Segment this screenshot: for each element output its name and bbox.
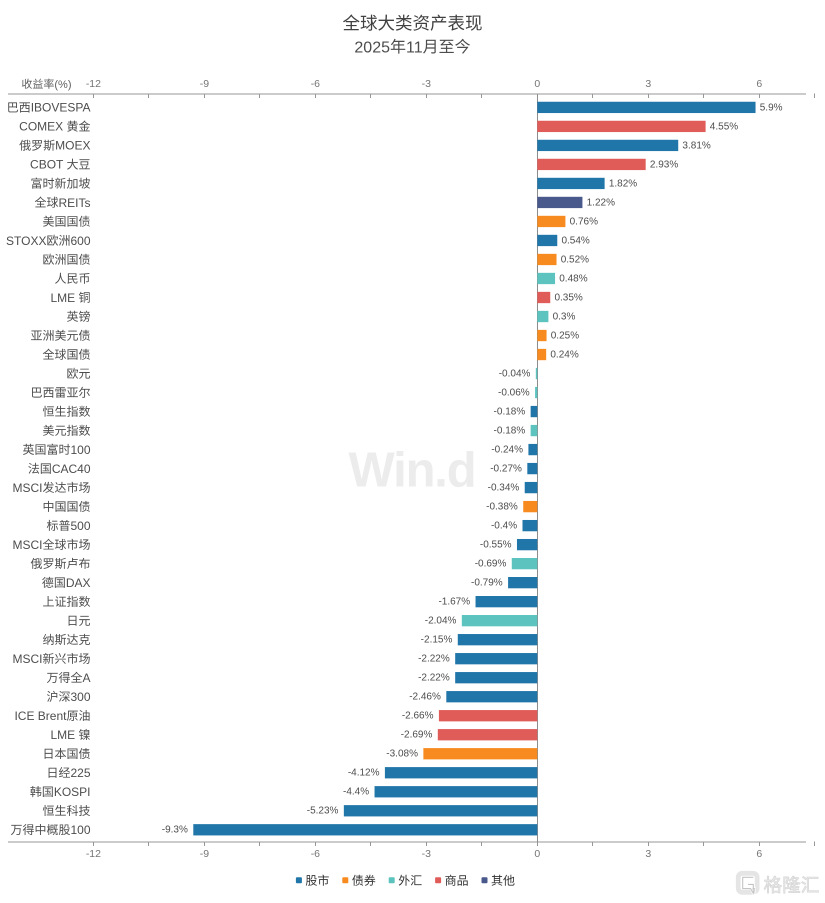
svg-text:500: 500 — [70, 519, 90, 533]
svg-text:Win.d: Win.d — [349, 443, 476, 497]
svg-text:CAC40: CAC40 — [52, 462, 91, 476]
svg-text:0.24%: 0.24% — [550, 349, 578, 360]
svg-text:-0.04%: -0.04% — [499, 368, 531, 379]
svg-text:-4.4%: -4.4% — [343, 787, 369, 798]
svg-text:4.55%: 4.55% — [710, 121, 738, 132]
svg-text:-6: -6 — [311, 78, 320, 90]
svg-text:-2.66%: -2.66% — [402, 711, 434, 722]
svg-text:-2.22%: -2.22% — [418, 654, 450, 665]
svg-text:11: 11 — [406, 39, 423, 56]
svg-text:MSCI: MSCI — [13, 652, 43, 666]
svg-text:-0.18%: -0.18% — [494, 406, 526, 417]
svg-text:2.93%: 2.93% — [650, 159, 678, 170]
svg-text:-3: -3 — [422, 78, 431, 90]
svg-text:CBOT: CBOT — [30, 158, 67, 172]
svg-text:0.54%: 0.54% — [561, 235, 589, 246]
svg-text:-9: -9 — [200, 848, 209, 860]
svg-text:-0.27%: -0.27% — [490, 463, 522, 474]
svg-text:-3: -3 — [422, 848, 431, 860]
svg-text:-5.23%: -5.23% — [307, 806, 339, 817]
svg-text:MSCI: MSCI — [13, 481, 43, 495]
svg-text:-0.69%: -0.69% — [475, 559, 507, 570]
svg-text:100: 100 — [70, 823, 90, 837]
svg-text:0.76%: 0.76% — [570, 216, 598, 227]
svg-text:0.3%: 0.3% — [553, 311, 576, 322]
svg-text:MSCI: MSCI — [13, 538, 43, 552]
svg-text:-0.55%: -0.55% — [480, 540, 512, 551]
svg-text:REITs: REITs — [59, 196, 91, 210]
svg-text:-1.67%: -1.67% — [438, 597, 470, 608]
svg-text:-2.69%: -2.69% — [401, 730, 433, 741]
svg-text:3: 3 — [645, 848, 651, 860]
svg-text:3.81%: 3.81% — [682, 140, 710, 151]
svg-text:1.82%: 1.82% — [609, 178, 637, 189]
svg-text:600: 600 — [70, 234, 90, 248]
svg-text:1.22%: 1.22% — [587, 197, 615, 208]
svg-text:300: 300 — [70, 690, 90, 704]
svg-text:LME: LME — [50, 291, 78, 305]
svg-text:A: A — [83, 671, 91, 685]
svg-text:COMEX: COMEX — [19, 120, 66, 134]
svg-text:5.9%: 5.9% — [760, 102, 783, 113]
svg-text:-0.06%: -0.06% — [498, 387, 530, 398]
svg-text:-2.46%: -2.46% — [409, 692, 441, 703]
svg-text:0.35%: 0.35% — [554, 292, 582, 303]
svg-text:-3.08%: -3.08% — [386, 749, 418, 760]
svg-text:-0.34%: -0.34% — [488, 483, 520, 494]
svg-text:-2.22%: -2.22% — [418, 673, 450, 684]
svg-text:-12: -12 — [86, 78, 101, 90]
svg-text:6: 6 — [756, 848, 762, 860]
svg-text:-0.4%: -0.4% — [491, 521, 517, 532]
svg-text:LME: LME — [50, 728, 78, 742]
svg-text:-9: -9 — [200, 78, 209, 90]
svg-text:IBOVESPA: IBOVESPA — [31, 101, 91, 115]
svg-text:(%): (%) — [54, 79, 71, 91]
svg-text:0: 0 — [534, 848, 540, 860]
svg-text:0.48%: 0.48% — [559, 273, 587, 284]
svg-text:225: 225 — [70, 766, 90, 780]
svg-text:-4.12%: -4.12% — [348, 768, 380, 779]
svg-text:100: 100 — [70, 443, 90, 457]
svg-text:-12: -12 — [86, 848, 101, 860]
svg-text:2025: 2025 — [354, 39, 390, 56]
svg-text:-6: -6 — [311, 848, 320, 860]
svg-text:-9.3%: -9.3% — [162, 825, 188, 836]
svg-text:6: 6 — [756, 78, 762, 90]
svg-text:-2.04%: -2.04% — [425, 616, 457, 627]
svg-text:-2.15%: -2.15% — [421, 635, 453, 646]
svg-text:-0.79%: -0.79% — [471, 578, 503, 589]
svg-text:KOSPI: KOSPI — [54, 785, 91, 799]
svg-text:STOXX: STOXX — [6, 234, 46, 248]
svg-text:-0.24%: -0.24% — [491, 444, 523, 455]
svg-text:ICE Brent: ICE Brent — [14, 709, 67, 723]
svg-text:3: 3 — [645, 78, 651, 90]
svg-text:0: 0 — [534, 78, 540, 90]
svg-text:DAX: DAX — [66, 576, 91, 590]
svg-text:-0.18%: -0.18% — [494, 425, 526, 436]
svg-text:0.25%: 0.25% — [551, 330, 579, 341]
svg-text:MOEX: MOEX — [55, 139, 90, 153]
svg-text:-0.38%: -0.38% — [486, 502, 518, 513]
svg-text:0.52%: 0.52% — [561, 254, 589, 265]
